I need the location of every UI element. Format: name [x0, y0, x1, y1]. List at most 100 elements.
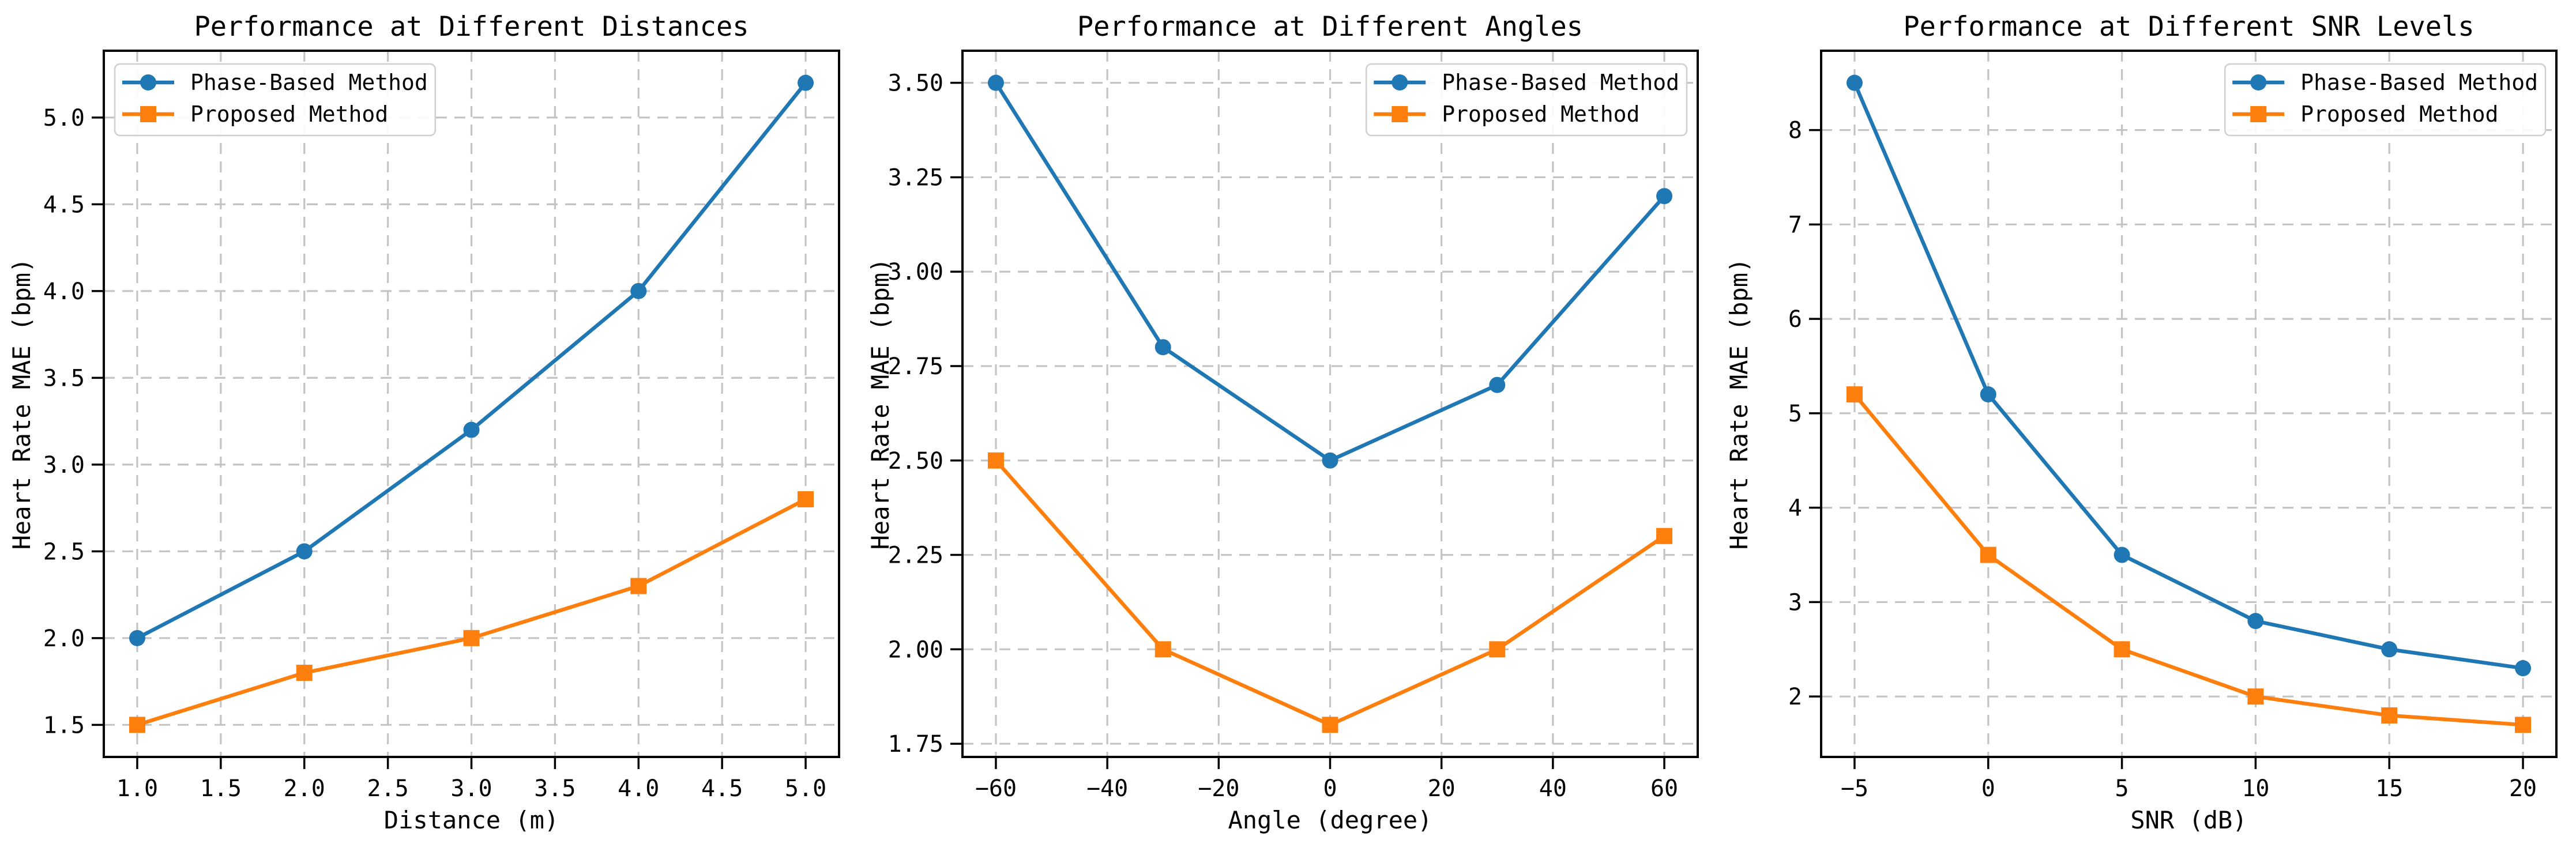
x-tick-label: 3.5 — [534, 775, 576, 802]
chart-distances: 1.0 1.5 2.0 2.5 3.0 3.5 4.0 4.5 5.0 1.5 2.0 2.5 3.0 3… — [0, 0, 859, 844]
series-marker-proposed-method — [1489, 641, 1506, 658]
legend-marker-proposed-method — [1392, 106, 1408, 122]
legend-label: Phase-Based Method — [1442, 70, 1679, 95]
chart-title: Performance at Different Angles — [1077, 11, 1583, 43]
x-tick-label: 3.0 — [450, 775, 492, 802]
x-tick-label: −20 — [1198, 775, 1239, 802]
chart-svg: −5 0 5 10 15 20 2 3 4 5 6 7 8 Performance at Differen… — [1717, 0, 2576, 844]
series-marker-phase-based-method — [1656, 188, 1673, 205]
series-marker-proposed-method — [630, 578, 647, 594]
legend-marker-phase-based-method — [1392, 74, 1408, 91]
series-marker-phase-based-method — [1322, 452, 1338, 469]
chart-background — [0, 0, 859, 844]
chart-background — [859, 0, 1717, 844]
x-tick-label: 5.0 — [785, 775, 826, 802]
x-tick-label: 4.0 — [618, 775, 659, 802]
y-tick-label: 3.25 — [888, 164, 943, 191]
series-marker-phase-based-method — [296, 543, 313, 560]
y-tick-label: 2.25 — [888, 542, 943, 569]
series-marker-proposed-method — [987, 452, 1004, 469]
legend: Phase-Based Method Proposed Method — [1365, 63, 1688, 137]
legend-marker-phase-based-method — [140, 74, 156, 91]
y-tick-label: 5 — [1788, 401, 1802, 427]
x-axis-label: Angle (degree) — [1228, 806, 1432, 834]
x-tick-label: −60 — [975, 775, 1017, 802]
series-marker-phase-based-method — [1846, 74, 1863, 91]
legend-label: Proposed Method — [2300, 101, 2498, 127]
chart-background — [1717, 0, 2576, 844]
y-tick-label: 3 — [1788, 589, 1802, 616]
legend-label: Proposed Method — [1442, 101, 1639, 127]
series-marker-proposed-method — [798, 491, 814, 508]
x-tick-label: 20 — [1428, 775, 1456, 802]
y-tick-label: 7 — [1788, 212, 1802, 238]
x-tick-label: −5 — [1841, 775, 1868, 802]
series-marker-phase-based-method — [1980, 386, 1996, 403]
y-tick-label: 6 — [1788, 306, 1802, 333]
y-tick-label: 5.0 — [43, 105, 85, 131]
chart-svg: −60 −40 −20 0 20 40 60 1.75 2.00 2.25 2.50 2.75 3.00… — [859, 0, 1717, 844]
y-tick-label: 2.75 — [888, 353, 943, 380]
chart-angles: −60 −40 −20 0 20 40 60 1.75 2.00 2.25 2.50 2.75 3.00… — [859, 0, 1717, 844]
x-axis-label: SNR (dB) — [2130, 806, 2247, 834]
y-tick-label: 4.0 — [43, 278, 85, 305]
series-marker-proposed-method — [1980, 547, 1996, 563]
chart-svg: 1.0 1.5 2.0 2.5 3.0 3.5 4.0 4.5 5.0 1.5 2.0 2.5 3.0 3… — [0, 0, 859, 844]
series-marker-proposed-method — [1155, 641, 1171, 658]
legend: Phase-Based Method Proposed Method — [2224, 63, 2547, 137]
series-marker-proposed-method — [2515, 717, 2532, 733]
legend-label: Phase-Based Method — [190, 70, 428, 95]
x-tick-label: 2.5 — [367, 775, 408, 802]
series-marker-proposed-method — [2114, 641, 2130, 658]
chart-title: Performance at Different SNR Levels — [1903, 11, 2474, 43]
legend-label: Phase-Based Method — [2300, 70, 2538, 95]
y-tick-label: 3.00 — [888, 259, 943, 285]
x-tick-label: 5 — [2115, 775, 2129, 802]
series-marker-phase-based-method — [2515, 660, 2532, 677]
series-marker-phase-based-method — [1489, 376, 1506, 393]
series-marker-phase-based-method — [798, 74, 814, 91]
y-tick-label: 1.75 — [888, 731, 943, 758]
series-marker-phase-based-method — [129, 630, 145, 646]
y-axis-label: Heart Rate MAE (bpm) — [7, 258, 36, 550]
y-axis-label: Heart Rate MAE (bpm) — [866, 258, 894, 550]
chart-snr: −5 0 5 10 15 20 2 3 4 5 6 7 8 Performance at Differen… — [1717, 0, 2576, 844]
y-tick-label: 2.00 — [888, 636, 943, 663]
y-tick-label: 2 — [1788, 684, 1802, 710]
x-tick-label: 0 — [1981, 775, 1995, 802]
legend: Phase-Based Method Proposed Method — [114, 63, 437, 137]
series-marker-phase-based-method — [2247, 613, 2264, 630]
y-tick-label: 4.5 — [43, 191, 85, 218]
y-tick-label: 1.5 — [43, 712, 85, 738]
legend-box — [2224, 63, 2547, 137]
legend-marker-proposed-method — [140, 106, 156, 122]
x-tick-label: 4.5 — [701, 775, 743, 802]
series-marker-proposed-method — [2247, 688, 2264, 705]
x-tick-label: 10 — [2242, 775, 2269, 802]
x-tick-label: 20 — [2509, 775, 2537, 802]
series-marker-proposed-method — [129, 717, 145, 733]
series-marker-phase-based-method — [463, 421, 480, 438]
series-marker-phase-based-method — [630, 282, 647, 299]
x-tick-label: 40 — [1539, 775, 1567, 802]
y-axis-label: Heart Rate MAE (bpm) — [1725, 258, 1753, 550]
legend-box — [1365, 63, 1688, 137]
x-tick-label: −40 — [1086, 775, 1128, 802]
x-tick-label: 2.0 — [284, 775, 325, 802]
x-tick-label: 15 — [2375, 775, 2403, 802]
y-tick-label: 2.5 — [43, 538, 85, 565]
series-marker-proposed-method — [2381, 707, 2398, 724]
x-tick-label: 1.0 — [116, 775, 158, 802]
x-tick-label: 60 — [1650, 775, 1678, 802]
series-marker-proposed-method — [1322, 717, 1338, 733]
legend-marker-phase-based-method — [2250, 74, 2267, 91]
series-marker-phase-based-method — [1155, 339, 1171, 356]
y-tick-label: 3.0 — [43, 452, 85, 478]
x-tick-label: 0 — [1323, 775, 1337, 802]
series-line-phase-based-method — [1852, 81, 2525, 670]
legend-box — [114, 63, 437, 137]
y-tick-label: 3.5 — [43, 365, 85, 391]
series-marker-proposed-method — [463, 630, 480, 646]
series-marker-proposed-method — [1846, 386, 1863, 403]
